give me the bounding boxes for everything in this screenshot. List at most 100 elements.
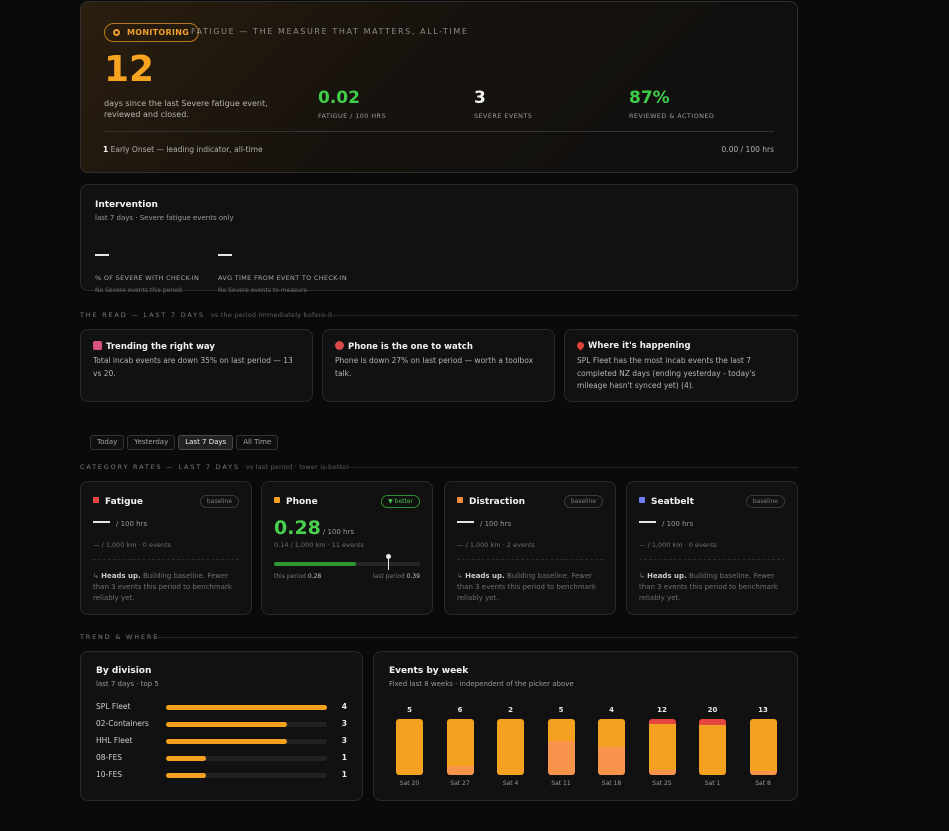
category-meta: — / 1,000 km · 0 events xyxy=(639,541,717,549)
hero-heading: FATIGUE — THE MEASURE THAT MATTERS, ALL-… xyxy=(191,27,469,36)
week-total-label: 20 xyxy=(707,706,718,714)
category-card-seatbelt: Seatbelt baseline / 100 hrs — / 1,000 km… xyxy=(626,481,798,615)
division-row: 02-Containers 3 xyxy=(96,719,347,731)
week-label: Sat 20 xyxy=(399,780,420,787)
week-label: Sat 4 xyxy=(502,780,519,787)
week-column: 20 Sat 1 xyxy=(699,706,726,826)
division-row: HHL Fleet 3 xyxy=(96,736,347,748)
stat-label: SEVERE EVENTS xyxy=(474,112,533,120)
division-count: 4 xyxy=(341,702,347,711)
bar-segment-light xyxy=(547,741,575,775)
week-stacked-bar xyxy=(396,719,423,775)
baseline-badge: baseline xyxy=(563,495,603,508)
bar-segment-orange xyxy=(648,723,676,771)
division-label: HHL Fleet xyxy=(96,736,133,745)
read-card-text: Phone is down 27% on last period — worth… xyxy=(335,356,534,378)
by-division-title: By division xyxy=(96,666,152,676)
metric-label: % OF SEVERE WITH CHECK-IN xyxy=(95,274,200,282)
week-column: 4 Sat 18 xyxy=(598,706,625,826)
bar-segment-light xyxy=(446,765,474,775)
category-card-phone: Phone ▼ better 0.28/ 100 hrs 0.14 / 1,00… xyxy=(261,481,433,615)
division-bar xyxy=(166,722,287,727)
bar-segment-red xyxy=(699,719,726,725)
events-by-week-title: Events by week xyxy=(389,666,469,676)
period-comparison-bar xyxy=(274,554,420,570)
read-card-title: Phone is the one to watch xyxy=(335,341,473,352)
section-title: THE READ — LAST 7 DAYS xyxy=(80,311,205,319)
intervention-title: Intervention xyxy=(95,200,158,210)
early-onset-text: Early Onset — leading indicator, all-tim… xyxy=(110,145,263,154)
monitoring-badge-label: MONITORING xyxy=(127,28,190,37)
section-rule xyxy=(326,467,798,468)
stat-value: 0.02 xyxy=(318,88,360,108)
week-column: 6 Sat 27 xyxy=(446,706,474,826)
note-heading: Heads up. xyxy=(101,572,141,580)
division-count: 1 xyxy=(341,770,347,779)
week-total-label: 6 xyxy=(457,706,463,714)
category-meta: 0.14 / 1,000 km · 11 events xyxy=(274,541,365,549)
divider xyxy=(639,559,785,560)
stat-value: 87% xyxy=(629,88,670,108)
read-card-title-text: Where it's happening xyxy=(588,341,691,351)
last-period-marker xyxy=(385,554,391,570)
week-stacked-bar xyxy=(749,719,777,775)
days-since-caption: days since the last Severe fatigue event… xyxy=(104,99,268,119)
period-tabs: Today Yesterday Last 7 Days All Time xyxy=(90,429,281,450)
division-row: SPL Fleet 4 xyxy=(96,702,347,714)
tab-all-time[interactable]: All Time xyxy=(236,435,279,450)
note-text: Building baseline. Fewer than 3 events t… xyxy=(457,572,596,602)
division-count: 1 xyxy=(341,753,347,762)
status-dot-icon xyxy=(113,29,120,36)
week-column: 12 Sat 25 xyxy=(648,706,676,826)
read-card-text: Total incab events are down 35% on last … xyxy=(93,356,293,378)
rate-unit: / 100 hrs xyxy=(116,520,148,528)
week-stacked-bar xyxy=(446,719,474,775)
tab-last-7-days[interactable]: Last 7 Days xyxy=(178,435,234,450)
early-onset-rate: 0.00 / 100 hrs xyxy=(721,145,774,154)
divider xyxy=(457,559,603,560)
events-by-week-card: Events by week Fixed last 8 weeks · inde… xyxy=(373,651,798,801)
intervention-subtitle: last 7 days · Severe fatigue events only xyxy=(95,214,234,222)
empty-value-dash xyxy=(218,254,232,256)
bar-segment-orange xyxy=(497,719,524,775)
tab-yesterday[interactable]: Yesterday xyxy=(127,435,176,450)
category-name-text: Distraction xyxy=(469,497,526,507)
category-color-swatch xyxy=(93,497,99,503)
bar-segment-red xyxy=(648,719,676,724)
week-label: Sat 1 xyxy=(704,780,721,787)
rate-unit: / 100 hrs xyxy=(662,520,694,528)
week-total-label: 12 xyxy=(657,706,667,714)
note-text: Building baseline. Fewer than 3 events t… xyxy=(93,572,232,602)
intervention-card: Intervention last 7 days · Severe fatigu… xyxy=(80,184,798,294)
divider xyxy=(103,131,774,132)
division-label: SPL Fleet xyxy=(96,702,131,711)
read-card-text: SPL Fleet has the most incab events the … xyxy=(577,356,756,390)
events-by-week-subtitle: Fixed last 8 weeks · independent of the … xyxy=(389,680,574,688)
days-since-value: 12 xyxy=(104,49,155,90)
week-column: 13 Sat 8 xyxy=(749,706,777,826)
last-period-label: last period 0.39 xyxy=(373,573,420,580)
rate-value: 0.28 xyxy=(274,517,321,539)
bar-segment-light xyxy=(598,747,625,775)
category-rate: / 100 hrs xyxy=(457,520,511,528)
this-period-label: this period 0.28 xyxy=(274,573,321,580)
week-total-label: 5 xyxy=(407,706,412,714)
bar-segment-orange xyxy=(446,719,474,766)
read-card-title-text: Trending the right way xyxy=(106,342,215,352)
division-bar-track xyxy=(166,756,327,761)
read-card-title-text: Phone is the one to watch xyxy=(348,342,473,352)
rate-unit: / 100 hrs xyxy=(480,520,512,528)
week-stacked-bar xyxy=(699,719,726,775)
category-card-distraction: Distraction baseline / 100 hrs — / 1,000… xyxy=(444,481,616,615)
week-total-label: 2 xyxy=(508,706,513,714)
metric-note: No Severe events this period xyxy=(95,287,182,294)
division-bar-track xyxy=(166,705,327,710)
this-period-caption: this period xyxy=(274,573,306,580)
note-text: Building baseline. Fewer than 3 events t… xyxy=(639,572,778,602)
category-name: Phone xyxy=(274,497,318,507)
tab-today[interactable]: Today xyxy=(90,435,125,450)
metric-avg-time: AVG TIME FROM EVENT TO CHECK-IN No Sever… xyxy=(218,241,347,294)
division-label: 08-FES xyxy=(96,753,123,762)
division-bar xyxy=(166,756,207,761)
note-heading: Heads up. xyxy=(465,572,505,580)
